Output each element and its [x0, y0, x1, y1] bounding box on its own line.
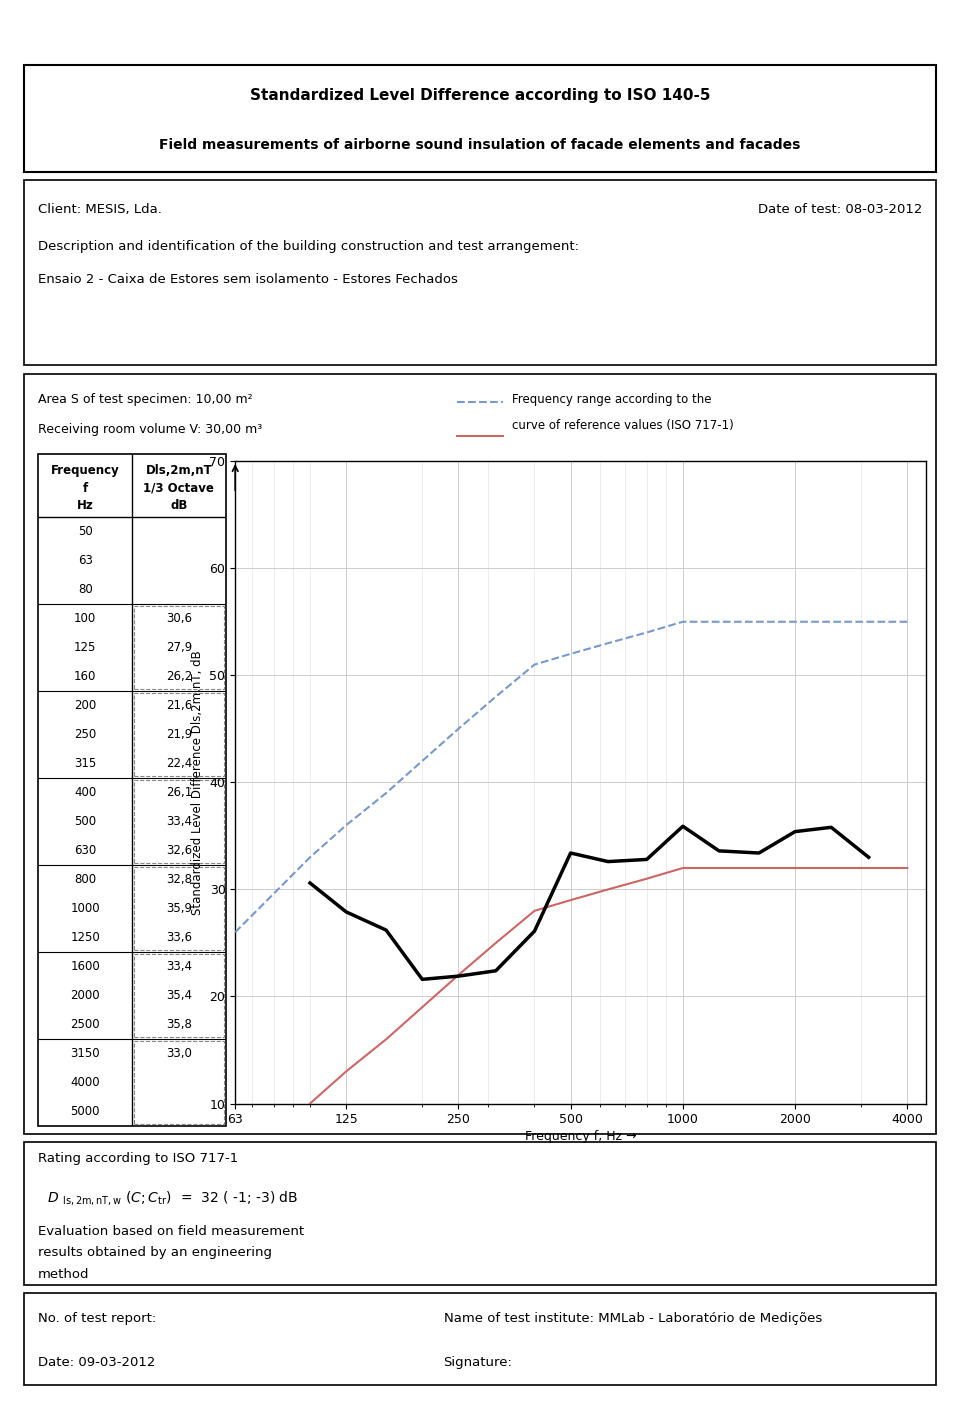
Text: Standardized Level Difference according to ISO 140-5: Standardized Level Difference according … — [250, 88, 710, 102]
Text: 4000: 4000 — [70, 1076, 100, 1090]
Bar — [133, 780, 224, 864]
Text: 30,6: 30,6 — [166, 612, 192, 625]
Text: results obtained by an engineering: results obtained by an engineering — [37, 1246, 272, 1259]
Text: 80: 80 — [78, 584, 92, 597]
Text: 33,4: 33,4 — [166, 816, 192, 828]
Text: 26,2: 26,2 — [166, 671, 192, 684]
Text: Evaluation based on field measurement: Evaluation based on field measurement — [37, 1225, 303, 1238]
Text: Dls,2m,nT: Dls,2m,nT — [145, 463, 212, 476]
Text: 22,4: 22,4 — [166, 757, 192, 770]
Bar — [133, 955, 224, 1037]
Text: 5000: 5000 — [70, 1106, 100, 1118]
Text: 630: 630 — [74, 844, 96, 857]
Bar — [133, 867, 224, 951]
Text: $D\ _{\mathrm{ls,2m,nT,w}}\ (C;C_{\mathrm{tr}})$  =  32 ( -1; -3) dB: $D\ _{\mathrm{ls,2m,nT,w}}\ (C;C_{\mathr… — [47, 1189, 299, 1208]
Text: No. of test report:: No. of test report: — [37, 1312, 156, 1324]
Text: Client: MESIS, Lda.: Client: MESIS, Lda. — [37, 203, 161, 216]
Bar — [133, 693, 224, 776]
Text: Description and identification of the building construction and test arrangement: Description and identification of the bu… — [37, 240, 579, 253]
Text: 35,8: 35,8 — [166, 1019, 192, 1032]
Text: Frequency: Frequency — [51, 463, 120, 476]
Text: 160: 160 — [74, 671, 96, 684]
Text: 21,9: 21,9 — [166, 729, 192, 742]
Text: dB: dB — [170, 499, 187, 513]
Text: 400: 400 — [74, 786, 96, 800]
Bar — [133, 1042, 224, 1124]
Text: 315: 315 — [74, 757, 96, 770]
Text: 800: 800 — [74, 874, 96, 887]
Text: 32,6: 32,6 — [166, 844, 192, 857]
Text: 1250: 1250 — [70, 931, 100, 945]
Text: 50: 50 — [78, 526, 92, 539]
Text: Signature:: Signature: — [444, 1356, 513, 1368]
Text: 3150: 3150 — [70, 1047, 100, 1060]
Text: Receiving room volume V: 30,00 m³: Receiving room volume V: 30,00 m³ — [37, 423, 262, 436]
Text: 500: 500 — [74, 816, 96, 828]
Text: Rating according to ISO 717-1: Rating according to ISO 717-1 — [37, 1152, 238, 1165]
Text: Frequency range according to the: Frequency range according to the — [512, 392, 711, 406]
Text: Ensaio 2 - Caixa de Estores sem isolamento - Estores Fechados: Ensaio 2 - Caixa de Estores sem isolamen… — [37, 273, 458, 286]
Bar — [133, 607, 224, 689]
Text: 33,6: 33,6 — [166, 931, 192, 945]
Text: 1000: 1000 — [70, 902, 100, 915]
Text: 2000: 2000 — [70, 989, 100, 1002]
Text: 35,9: 35,9 — [166, 902, 192, 915]
Text: curve of reference values (ISO 717-1): curve of reference values (ISO 717-1) — [512, 419, 733, 432]
Y-axis label: Standardized Level Difference Dls,2m,nT, dB: Standardized Level Difference Dls,2m,nT,… — [191, 649, 204, 915]
Text: 26,1: 26,1 — [166, 786, 192, 800]
Text: 27,9: 27,9 — [166, 641, 192, 655]
Text: 100: 100 — [74, 612, 96, 625]
Text: 63: 63 — [78, 554, 92, 567]
Text: Date: 09-03-2012: Date: 09-03-2012 — [37, 1356, 156, 1368]
Text: Area S of test specimen: 10,00 m²: Area S of test specimen: 10,00 m² — [37, 392, 252, 406]
Text: method: method — [37, 1268, 89, 1280]
Text: 32,8: 32,8 — [166, 874, 192, 887]
Text: f: f — [83, 482, 87, 495]
X-axis label: Frequency f, Hz →: Frequency f, Hz → — [525, 1131, 636, 1144]
Text: Date of test: 08-03-2012: Date of test: 08-03-2012 — [758, 203, 923, 216]
Text: 1600: 1600 — [70, 961, 100, 973]
Text: 250: 250 — [74, 729, 96, 742]
Text: 200: 200 — [74, 699, 96, 712]
Text: Name of test institute: MMLab - Laboratório de Medições: Name of test institute: MMLab - Laborató… — [444, 1312, 822, 1324]
Text: 2500: 2500 — [70, 1019, 100, 1032]
Text: 33,0: 33,0 — [166, 1047, 192, 1060]
Text: 1/3 Octave: 1/3 Octave — [143, 482, 214, 495]
Text: 33,4: 33,4 — [166, 961, 192, 973]
Text: 21,6: 21,6 — [166, 699, 192, 712]
Text: Field measurements of airborne sound insulation of facade elements and facades: Field measurements of airborne sound ins… — [159, 138, 801, 152]
Text: 35,4: 35,4 — [166, 989, 192, 1002]
Text: 125: 125 — [74, 641, 96, 655]
Text: Hz: Hz — [77, 499, 93, 513]
